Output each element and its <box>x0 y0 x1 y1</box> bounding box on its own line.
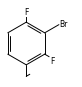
Text: F: F <box>50 57 54 66</box>
Text: F: F <box>24 8 28 17</box>
Text: Br: Br <box>60 20 68 29</box>
